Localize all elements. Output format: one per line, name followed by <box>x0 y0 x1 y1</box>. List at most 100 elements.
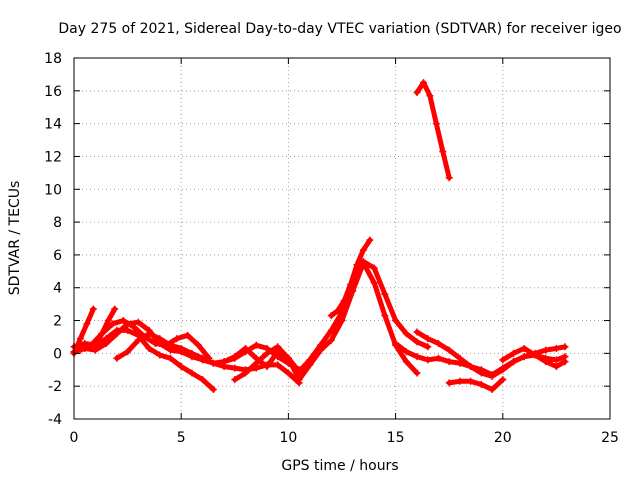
x-tick-label: 5 <box>177 430 186 446</box>
data-point <box>284 369 292 377</box>
data-point <box>89 305 97 313</box>
data-point <box>402 330 410 338</box>
data-point <box>392 317 400 325</box>
data-point <box>134 336 142 344</box>
data-point <box>424 356 432 364</box>
data-point <box>552 362 560 370</box>
data-point <box>317 341 325 349</box>
data-point <box>109 320 117 328</box>
series-line-track-j <box>414 80 452 181</box>
data-point <box>370 264 378 272</box>
data-point <box>531 351 539 359</box>
data-point <box>113 354 121 362</box>
data-point <box>413 88 421 96</box>
data-point <box>434 340 442 348</box>
data-point <box>124 326 132 334</box>
data-point <box>188 349 196 357</box>
x-tick-label: 15 <box>387 430 405 446</box>
data-point <box>306 356 314 364</box>
series-line-track-a <box>71 319 302 386</box>
data-point <box>199 376 207 384</box>
data-point <box>156 351 164 359</box>
data-point <box>188 369 196 377</box>
data-point <box>231 364 239 372</box>
data-point <box>477 369 485 377</box>
series-line-track-g <box>221 260 420 383</box>
x-tick-label: 25 <box>601 430 619 446</box>
data-point <box>347 280 355 288</box>
y-axis: -4 -2 0 2 4 6 8 10 12 14 16 18 <box>44 51 610 428</box>
data-point <box>194 341 202 349</box>
data-point <box>177 362 185 370</box>
y-axis-label: SDTVAR / TECUs <box>7 181 23 296</box>
data-point <box>552 344 560 352</box>
data-point <box>340 297 348 305</box>
data-point <box>124 348 132 356</box>
data-point <box>426 92 434 100</box>
x-axis: 0 5 10 15 20 25 <box>70 58 619 446</box>
data-point <box>111 305 119 313</box>
data-point <box>381 312 389 320</box>
data-point <box>76 335 84 343</box>
data-point <box>359 246 367 254</box>
data-point <box>274 361 282 369</box>
data-point <box>353 261 361 269</box>
y-tick-label: 14 <box>44 117 62 133</box>
data-point <box>166 354 174 362</box>
data-point <box>381 290 389 298</box>
x-axis-label: GPS time / hours <box>281 458 398 474</box>
data-point <box>561 343 569 351</box>
data-point <box>424 343 432 351</box>
data-point <box>542 346 550 354</box>
data-point <box>334 307 342 315</box>
data-point <box>499 366 507 374</box>
series-line-track-e <box>92 306 118 348</box>
data-point <box>102 335 110 343</box>
data-point <box>456 354 464 362</box>
data-point <box>432 120 440 128</box>
data-point <box>488 372 496 380</box>
data-point <box>263 349 271 357</box>
y-tick-label: 8 <box>53 215 62 231</box>
y-tick-label: 18 <box>44 51 62 67</box>
data-point <box>327 326 335 334</box>
data-point <box>510 349 518 357</box>
data-point <box>166 341 174 349</box>
data-point <box>242 344 250 352</box>
data-point <box>467 377 475 385</box>
data-point <box>252 341 260 349</box>
data-point <box>134 318 142 326</box>
data-point <box>145 330 153 338</box>
data-point <box>419 79 427 87</box>
data-point <box>439 148 447 156</box>
y-tick-label: 0 <box>53 346 62 362</box>
data-point <box>552 356 560 364</box>
data-point <box>91 341 99 349</box>
data-point <box>104 317 112 325</box>
data-point <box>220 358 228 366</box>
y-tick-label: 6 <box>53 248 62 264</box>
data-point <box>252 359 260 367</box>
data-point <box>488 385 496 393</box>
data-point <box>542 358 550 366</box>
data-point <box>402 348 410 356</box>
data-point <box>520 353 528 361</box>
data-point <box>561 358 569 366</box>
data-point <box>499 356 507 364</box>
grid <box>74 58 610 419</box>
data-point <box>98 330 106 338</box>
data-point <box>327 312 335 320</box>
chart-title: Day 275 of 2021, Sidereal Day-to-day VTE… <box>58 21 621 37</box>
data-point <box>520 344 528 352</box>
data-point <box>113 326 121 334</box>
data-point <box>366 236 374 244</box>
data-point <box>145 344 153 352</box>
y-tick-label: 10 <box>44 182 62 198</box>
data-point <box>456 377 464 385</box>
series-line-track-d <box>71 306 96 356</box>
data-point <box>83 320 91 328</box>
data-point <box>209 385 217 393</box>
data-point <box>130 323 138 331</box>
data-point <box>413 338 421 346</box>
